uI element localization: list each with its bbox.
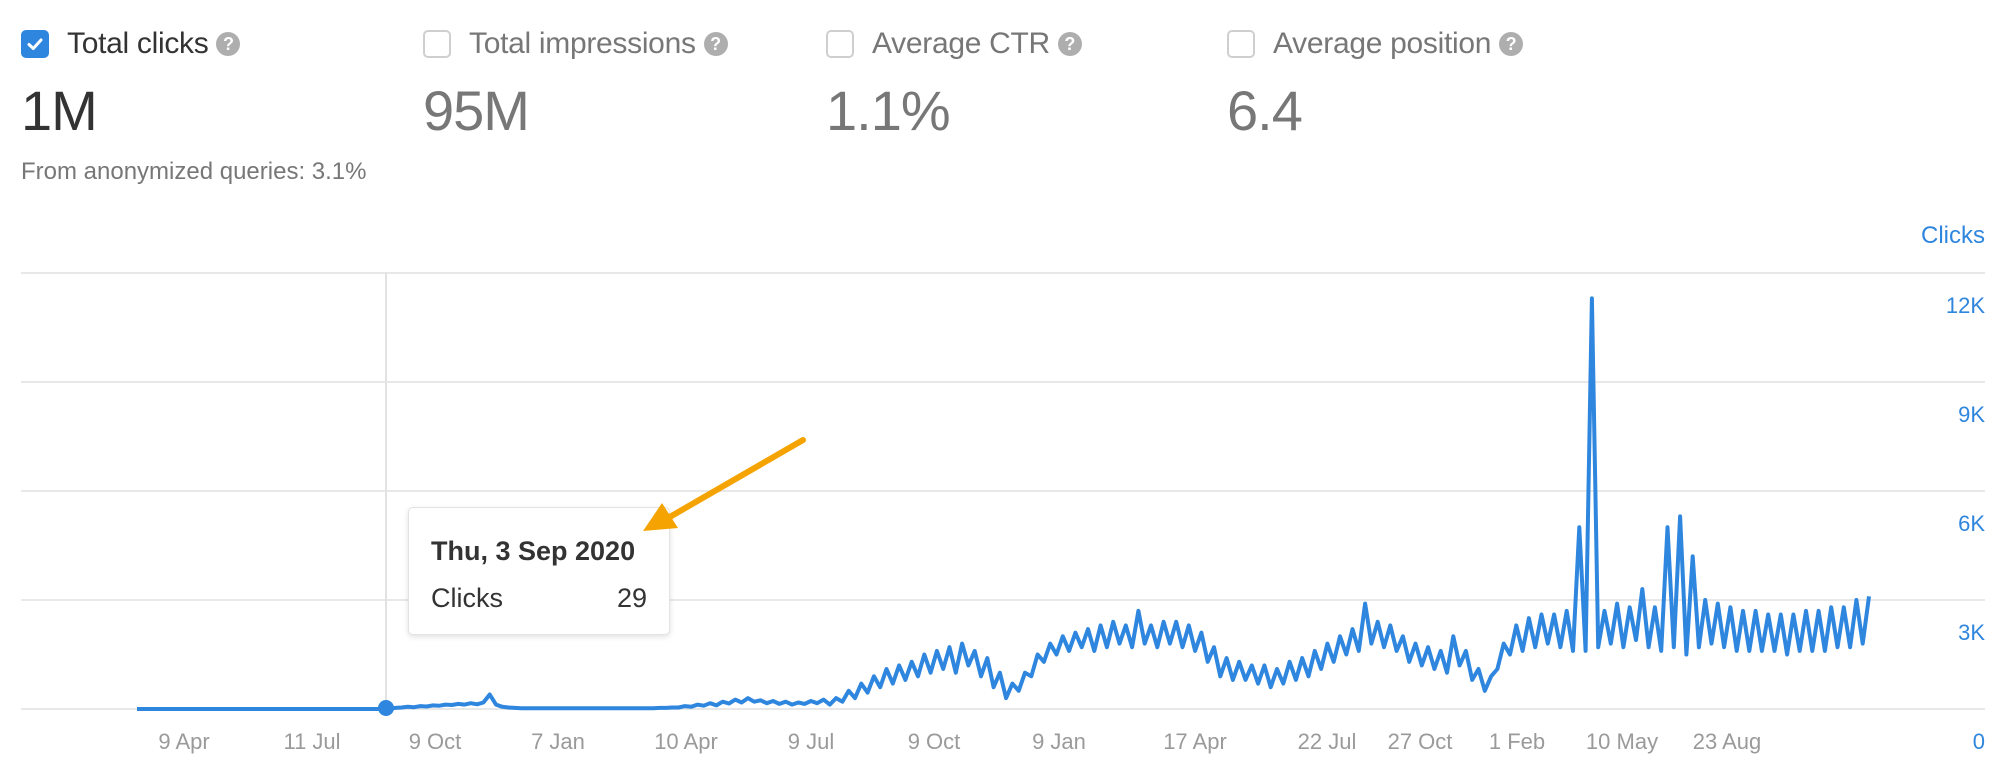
y-tick-label: 9K	[1958, 402, 1985, 427]
metric-value: 1M	[21, 79, 98, 142]
y-tick-label: 12K	[1945, 293, 1985, 318]
metric-average-ctr[interactable]: Average CTR ? 1.1%	[826, 22, 1082, 143]
question-circle-icon[interactable]: ?	[1057, 32, 1082, 56]
metric-label: Average position	[1273, 27, 1492, 60]
x-tick-label: 10 May	[1585, 729, 1659, 754]
x-tick-label: 9 Jul	[787, 729, 835, 754]
x-tick-label: 17 Apr	[1163, 729, 1227, 754]
total-clicks-checkbox[interactable]	[21, 30, 49, 58]
total-impressions-checkbox[interactable]	[423, 30, 451, 58]
x-tick-label: 9 Oct	[907, 729, 961, 754]
question-circle-icon[interactable]: ?	[703, 32, 728, 56]
anonymized-queries-note: From anonymized queries: 3.1%	[21, 158, 367, 185]
y-tick-label: 0	[1972, 729, 1985, 754]
metric-value: 1.1%	[826, 79, 951, 142]
gridlines	[21, 272, 1985, 710]
metric-value: 6.4	[1227, 79, 1303, 142]
y-axis-title: Clicks	[1921, 222, 1985, 249]
metric-value: 95M	[423, 79, 530, 142]
x-tick-label: 23 Aug	[1692, 729, 1762, 754]
x-tick-label: 11 Jul	[283, 729, 341, 754]
x-tick-label: 9 Oct	[408, 729, 462, 754]
average-ctr-checkbox[interactable]	[826, 30, 854, 58]
x-tick-label: 22 Jul	[1297, 729, 1357, 754]
x-tick-label: 7 Jan	[531, 729, 585, 754]
y-tick-label: 3K	[1958, 620, 1985, 645]
metric-average-position[interactable]: Average position ? 6.4	[1227, 22, 1524, 143]
metric-total-impressions[interactable]: Total impressions ? 95M	[423, 22, 728, 143]
x-tick-label: 10 Apr	[654, 729, 718, 754]
metric-label: Total clicks	[67, 27, 209, 60]
x-tick-label: 1 Feb	[1488, 729, 1546, 754]
y-tick-label: 6K	[1958, 511, 1985, 536]
tooltip-metric-label: Clicks	[431, 583, 503, 613]
clicks-series-line[interactable]	[137, 296, 1871, 711]
x-tick-label: 9 Apr	[158, 729, 210, 754]
x-tick-label: 27 Oct	[1387, 729, 1453, 754]
checkmark-icon	[27, 38, 43, 50]
question-circle-icon[interactable]: ?	[1499, 32, 1524, 56]
metric-total-clicks[interactable]: Total clicks ? 1M	[21, 22, 241, 143]
average-position-checkbox[interactable]	[1227, 30, 1255, 58]
tooltip-date: Thu, 3 Sep 2020	[431, 536, 636, 566]
x-tick-label: 9 Jan	[1032, 729, 1086, 754]
question-circle-icon[interactable]: ?	[216, 32, 241, 56]
hover-point-marker	[378, 700, 394, 716]
tooltip-metric-value: 29	[616, 583, 647, 613]
metric-label: Total impressions	[469, 27, 696, 60]
chart-tooltip: Thu, 3 Sep 2020 Clicks 29	[408, 507, 670, 635]
metric-label: Average CTR	[872, 27, 1050, 60]
